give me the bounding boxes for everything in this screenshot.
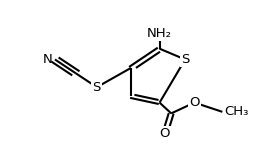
- Text: O: O: [189, 96, 200, 109]
- Text: S: S: [181, 53, 189, 66]
- Text: S: S: [93, 81, 101, 94]
- Text: O: O: [160, 127, 170, 140]
- Text: N: N: [43, 53, 53, 66]
- Text: NH₂: NH₂: [147, 27, 172, 40]
- Text: CH₃: CH₃: [225, 105, 249, 118]
